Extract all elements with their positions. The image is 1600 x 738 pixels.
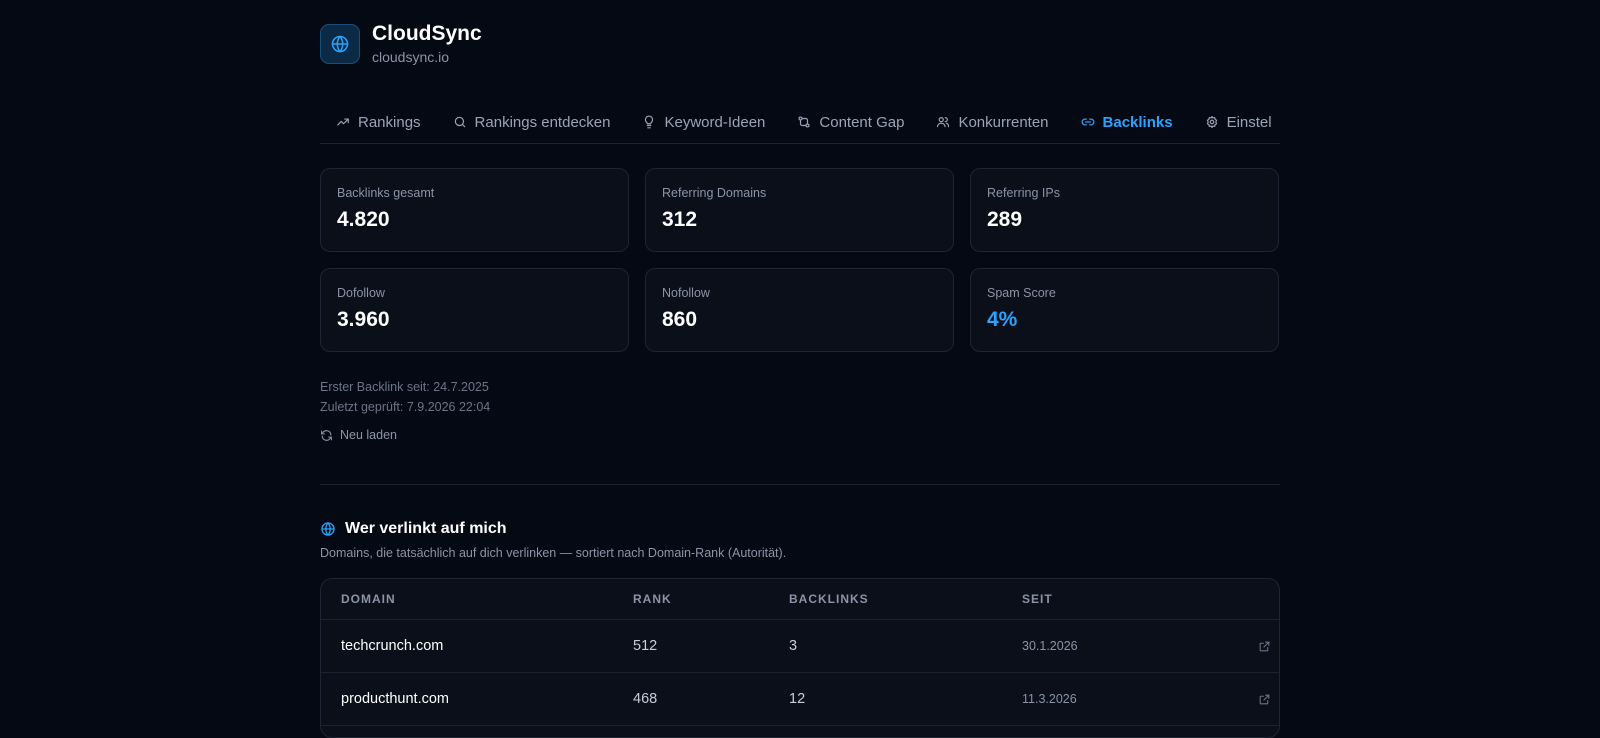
- compare-icon: [798, 116, 810, 128]
- users-icon: [937, 117, 950, 128]
- table-header: DOMAIN RANK BACKLINKS SEIT: [321, 579, 1279, 620]
- stat-label: Nofollow: [662, 286, 710, 300]
- tab-rankings[interactable]: Rankings: [320, 100, 437, 143]
- refresh-icon: [321, 429, 332, 441]
- backlink-meta: Erster Backlink seit: 24.7.2025 Zuletzt …: [320, 377, 490, 417]
- stat-label: Spam Score: [987, 286, 1056, 300]
- project-brand: CloudSync cloudsync.io: [372, 22, 482, 65]
- stat-label: Referring IPs: [987, 186, 1060, 200]
- project-domain: cloudsync.io: [372, 49, 450, 65]
- stat-card-referring-ips: Referring IPs 289: [970, 168, 1279, 252]
- section-title: Wer verlinkt auf mich: [320, 520, 507, 538]
- tab-label: Einstel: [1226, 113, 1272, 131]
- stat-card-spam-score: Spam Score 4%: [970, 268, 1279, 352]
- gear-icon: [1206, 115, 1217, 129]
- lightbulb-icon: [645, 115, 654, 129]
- row-since: 11.3.2026: [1022, 692, 1077, 706]
- tab-content-gap[interactable]: Content Gap: [781, 100, 920, 143]
- stat-label: Backlinks gesamt: [337, 186, 435, 200]
- section-subtitle: Domains, die tatsächlich auf dich verlin…: [320, 546, 787, 560]
- tab-label: Konkurrenten: [958, 113, 1049, 131]
- header-since[interactable]: SEIT: [1022, 592, 1053, 606]
- stat-label: Referring Domains: [662, 186, 767, 200]
- tab-label: Backlinks: [1102, 113, 1173, 131]
- first-backlink-date: Erster Backlink seit: 24.7.2025: [320, 380, 489, 394]
- reload-label: Neu laden: [340, 428, 397, 442]
- search-icon: [454, 116, 465, 128]
- header-backlinks[interactable]: BACKLINKS: [789, 592, 869, 606]
- header-domain[interactable]: DOMAIN: [341, 592, 396, 606]
- section-divider: [320, 484, 1280, 485]
- tab-bar: Rankings Rankings entdecken Keyword-Idee…: [320, 100, 1280, 144]
- row-rank: 468: [633, 691, 658, 707]
- reload-button[interactable]: Neu laden: [320, 428, 397, 442]
- tab-label: Rankings entdecken: [474, 113, 611, 131]
- tab-label: Content Gap: [819, 113, 905, 131]
- project-header: CloudSync cloudsync.io: [320, 22, 482, 65]
- section-title-text: Wer verlinkt auf mich: [345, 520, 507, 537]
- stat-value: 4.820: [337, 208, 390, 231]
- row-backlinks: 12: [789, 691, 806, 707]
- last-checked-date: Zuletzt geprüft: 7.9.2026 22:04: [320, 400, 491, 414]
- trending-up-icon: [337, 118, 349, 126]
- open-link-button[interactable]: [1231, 693, 1271, 706]
- backlinks-page: CloudSync cloudsync.io Rankings Rankings…: [320, 0, 1280, 738]
- stat-card-referring-domains: Referring Domains 312: [645, 168, 954, 252]
- globe-icon: [320, 23, 360, 64]
- row-domain: producthunt.com: [341, 691, 450, 707]
- tab-keyword-ideen[interactable]: Keyword-Ideen: [626, 100, 781, 143]
- tab-einstellungen[interactable]: Einstel: [1189, 100, 1280, 143]
- open-link-button[interactable]: [1231, 640, 1271, 653]
- referring-domains-table: DOMAIN RANK BACKLINKS SEIT techcrunch.co…: [320, 578, 1280, 738]
- stats-grid: Backlinks gesamt 4.820 Referring Domains…: [320, 168, 1280, 352]
- stat-card-dofollow: Dofollow 3.960: [320, 268, 629, 352]
- stat-label: Dofollow: [337, 286, 385, 300]
- link-icon: [1081, 118, 1094, 126]
- table-row: techcrunch.com 512 3 30.1.2026: [321, 620, 1279, 673]
- project-name: CloudSync: [372, 22, 482, 45]
- tab-backlinks[interactable]: Backlinks: [1065, 100, 1189, 143]
- row-since: 30.1.2026: [1022, 639, 1078, 653]
- stat-value: 860: [662, 308, 698, 331]
- row-rank: 512: [633, 638, 658, 654]
- external-link-icon: [1259, 694, 1270, 704]
- tab-label: Keyword-Ideen: [664, 113, 766, 131]
- tab-rankings-entdecken[interactable]: Rankings entdecken: [437, 100, 627, 143]
- stat-card-nofollow: Nofollow 860: [645, 268, 954, 352]
- header-rank[interactable]: RANK: [633, 592, 672, 606]
- tab-konkurrenten[interactable]: Konkurrenten: [920, 100, 1064, 143]
- stat-card-backlinks-total: Backlinks gesamt 4.820: [320, 168, 629, 252]
- row-backlinks: 3: [789, 638, 798, 654]
- stat-value: 4%: [987, 308, 1018, 331]
- row-domain: techcrunch.com: [341, 638, 444, 654]
- stat-value: 289: [987, 208, 1023, 231]
- tab-label: Rankings: [358, 113, 421, 131]
- external-link-icon: [1259, 641, 1270, 651]
- globe-icon: [321, 522, 335, 536]
- stat-value: 3.960: [337, 308, 390, 331]
- stat-value: 312: [662, 208, 698, 231]
